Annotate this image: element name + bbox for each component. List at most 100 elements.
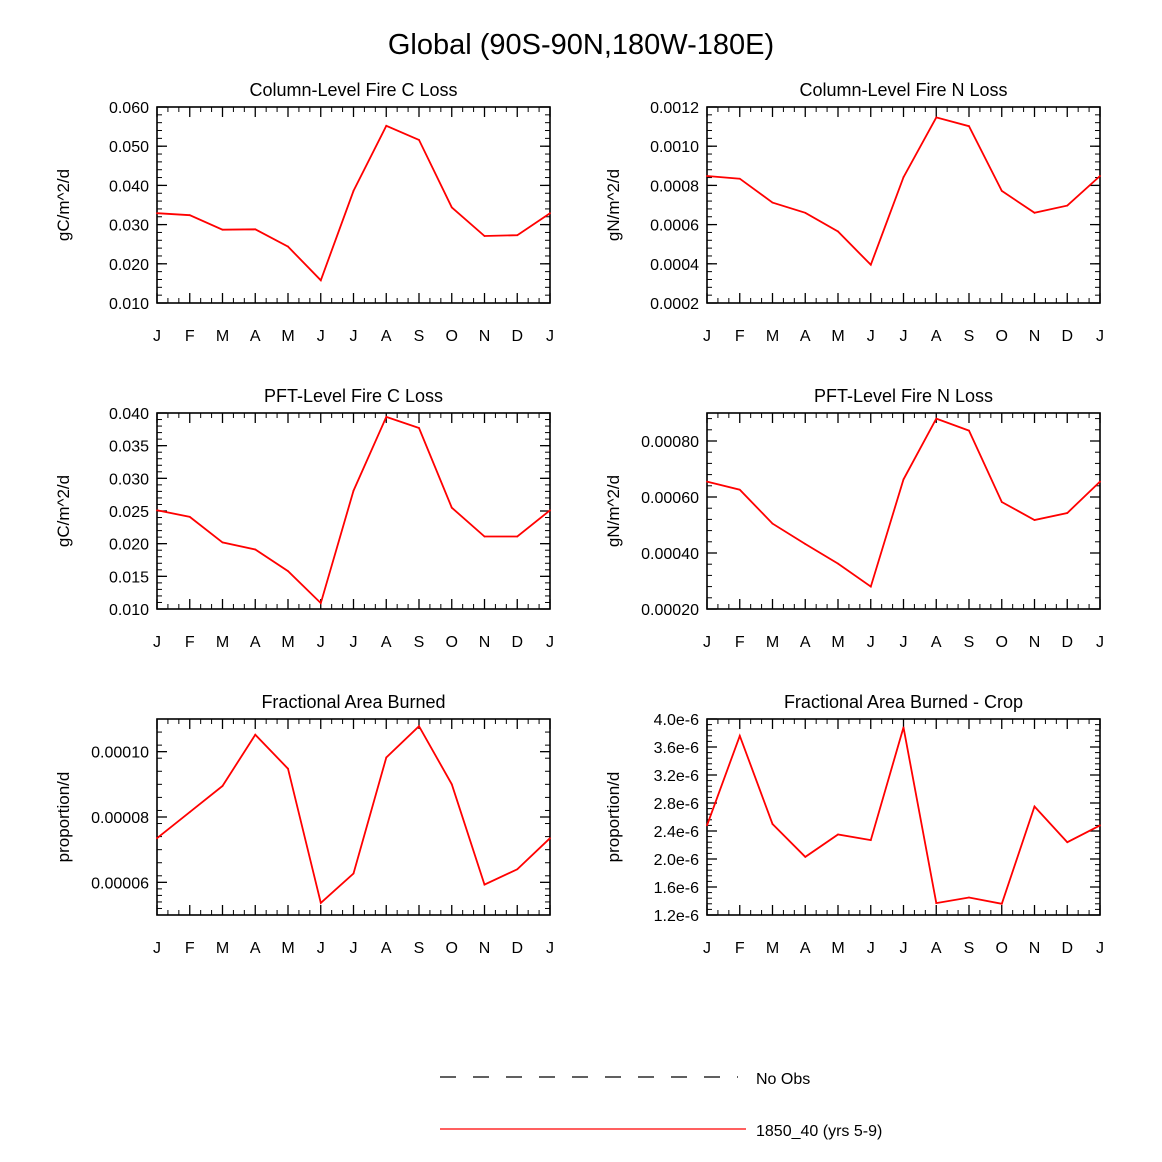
data-point (385, 756, 388, 759)
data-point (188, 811, 191, 813)
data-point (869, 263, 872, 266)
x-tick-label: S (964, 940, 975, 957)
x-tick-label: J (900, 940, 908, 957)
data-point (156, 837, 158, 840)
data-point (771, 201, 774, 204)
x-tick-label: A (250, 940, 261, 957)
data-point (319, 279, 322, 282)
data-point (804, 211, 807, 214)
y-axis-label: gN/m^2/d (604, 475, 623, 547)
x-tick-label: J (703, 634, 711, 651)
data-point (221, 228, 224, 231)
y-tick-label: 0.0006 (650, 218, 699, 235)
data-point (869, 839, 872, 841)
data-point (221, 785, 224, 787)
data-point (1066, 841, 1069, 844)
x-tick-label: F (735, 940, 745, 957)
y-tick-label: 0.0002 (650, 296, 699, 313)
y-tick-label: 0.010 (109, 296, 149, 313)
data-point (385, 124, 388, 127)
data-point (254, 228, 257, 231)
data-point (837, 230, 839, 233)
data-point (1066, 512, 1069, 514)
chart-panel-1: J F M A M J J A S O N D J0.0100.0200.0300.0400.0500.… (54, 80, 554, 345)
data-point (968, 896, 970, 899)
data-point (188, 214, 191, 217)
data-point (1099, 824, 1101, 827)
data-point (516, 868, 519, 871)
data-point (418, 427, 420, 429)
x-tick-label: J (867, 634, 875, 651)
data-point (1000, 902, 1003, 905)
data-point (837, 833, 839, 836)
x-tick-label: A (800, 328, 811, 345)
x-tick-label: J (317, 634, 325, 651)
chart-title: PFT-Level Fire N Loss (814, 386, 993, 406)
data-point (902, 726, 905, 729)
x-tick-label: A (931, 328, 942, 345)
x-tick-label: J (153, 940, 161, 957)
x-tick-label: J (350, 328, 358, 345)
x-tick-label: O (446, 940, 458, 957)
data-point (804, 856, 807, 858)
data-point (869, 585, 872, 588)
data-point (549, 212, 551, 215)
x-tick-label: S (964, 328, 975, 345)
plot-frame (706, 106, 1101, 304)
data-point (516, 234, 519, 237)
x-tick-label: N (1029, 940, 1041, 957)
plot-frame (706, 718, 1101, 916)
x-tick-label: O (996, 634, 1008, 651)
data-point (483, 235, 486, 237)
x-tick-label: M (281, 940, 294, 957)
x-tick-label: F (185, 328, 195, 345)
x-tick-label: M (766, 634, 779, 651)
x-tick-label: M (281, 328, 294, 345)
x-tick-label: A (250, 328, 261, 345)
y-tick-label: 0.035 (109, 439, 149, 456)
y-tick-label: 0.0004 (650, 257, 699, 274)
chart-panel-6: J F M A M J J A S O N D J1.2e-61.6e-62.0e-62.4e-62.8… (604, 692, 1104, 957)
x-tick-label: F (185, 634, 195, 651)
data-point (902, 478, 905, 481)
data-point (804, 543, 807, 545)
x-tick-label: O (446, 634, 458, 651)
plot-frame (156, 412, 551, 610)
y-tick-label: 3.2e-6 (654, 768, 699, 785)
y-tick-label: 0.0010 (650, 139, 699, 156)
x-tick-label: M (281, 634, 294, 651)
x-tick-label: J (703, 328, 711, 345)
data-point (483, 883, 486, 886)
data-point (516, 535, 519, 538)
y-tick-label: 0.030 (109, 471, 149, 488)
data-point (254, 733, 257, 736)
x-tick-label: A (381, 328, 392, 345)
x-tick-label: D (511, 634, 523, 651)
x-tick-label: O (996, 940, 1008, 957)
panels: J F M A M J J A S O N D J0.0100.0200.0300.0400.0500.… (54, 80, 1104, 957)
chart-panel-5: J F M A M J J A S O N D J 0.00006 0.00008 0.00010 Fracti… (54, 692, 554, 957)
data-point (706, 175, 708, 177)
data-point (352, 872, 355, 875)
legend-label-no-obs: No Obs (756, 1071, 810, 1088)
data-point (549, 837, 551, 840)
plot-frame (156, 106, 551, 304)
x-tick-label: A (931, 940, 942, 957)
x-tick-label: N (479, 940, 491, 957)
x-tick-label: A (931, 634, 942, 651)
y-tick-label: 0.050 (109, 139, 149, 156)
data-point (738, 488, 741, 491)
x-tick-label: J (867, 328, 875, 345)
y-tick-label: 0.00010 (91, 745, 149, 762)
data-point (287, 570, 289, 573)
y-tick-label: 0.010 (109, 602, 149, 619)
y-tick-label: 0.040 (109, 406, 149, 423)
x-tick-label: D (1061, 940, 1073, 957)
x-tick-label: A (800, 940, 811, 957)
series-line (156, 124, 551, 282)
x-tick-label: O (446, 328, 458, 345)
x-tick-label: J (546, 634, 554, 651)
data-point (450, 506, 453, 509)
